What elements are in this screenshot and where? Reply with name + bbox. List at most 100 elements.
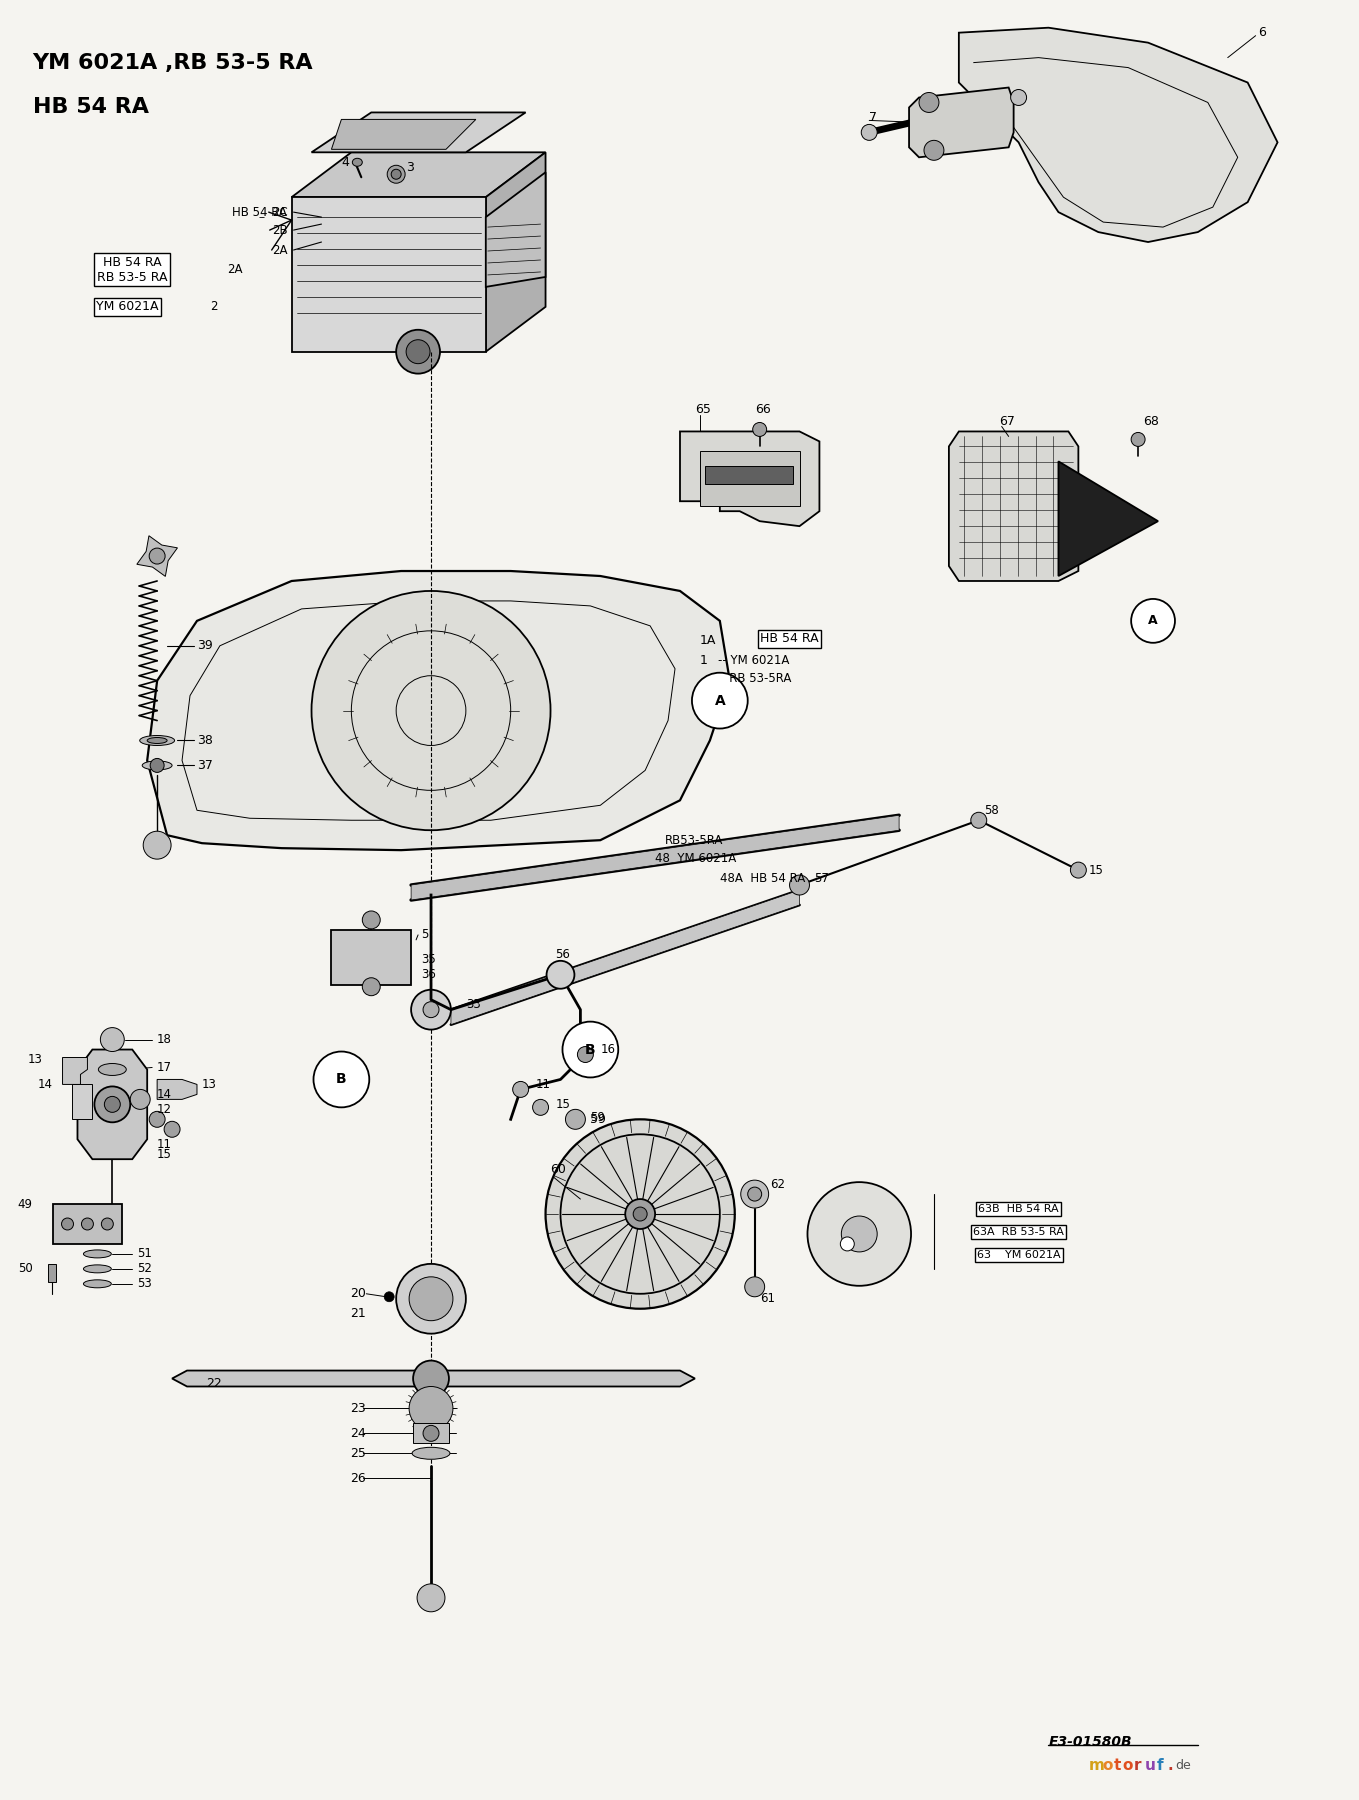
Circle shape <box>423 1426 439 1442</box>
Text: 66: 66 <box>754 403 771 416</box>
Polygon shape <box>680 432 819 526</box>
Text: 39: 39 <box>197 639 213 652</box>
Polygon shape <box>158 1080 197 1100</box>
Text: 26: 26 <box>351 1472 367 1485</box>
Text: RB53-5RA: RB53-5RA <box>665 833 723 846</box>
Text: 20: 20 <box>351 1287 367 1300</box>
Circle shape <box>164 1121 179 1138</box>
Polygon shape <box>412 815 900 900</box>
Text: 24: 24 <box>351 1427 367 1440</box>
Text: 67: 67 <box>999 416 1015 428</box>
Text: 56: 56 <box>556 949 571 961</box>
Text: 63A  RB 53-5 RA: 63A RB 53-5 RA <box>973 1228 1064 1237</box>
Text: 68: 68 <box>1143 416 1159 428</box>
Text: HB 54 RA
RB 53-5 RA: HB 54 RA RB 53-5 RA <box>96 256 167 284</box>
Circle shape <box>406 340 429 364</box>
Circle shape <box>745 1276 765 1296</box>
Text: 60: 60 <box>550 1163 567 1175</box>
Text: --: -- <box>258 212 266 221</box>
Text: B: B <box>586 1042 595 1057</box>
Circle shape <box>130 1089 151 1109</box>
Text: 22: 22 <box>207 1377 222 1390</box>
Circle shape <box>578 1046 594 1062</box>
Bar <box>292 198 485 351</box>
Bar <box>53 1204 122 1244</box>
Circle shape <box>143 832 171 859</box>
Circle shape <box>363 911 381 929</box>
Circle shape <box>417 1584 444 1611</box>
Circle shape <box>924 140 945 160</box>
Text: -- YM 6021A: -- YM 6021A <box>718 653 790 668</box>
Text: A: A <box>1148 614 1158 628</box>
Bar <box>48 1264 56 1282</box>
Circle shape <box>633 1208 647 1220</box>
Circle shape <box>101 1028 124 1051</box>
Circle shape <box>397 329 440 374</box>
Ellipse shape <box>98 1064 126 1075</box>
Circle shape <box>692 673 747 729</box>
Text: E3-01580B: E3-01580B <box>1049 1735 1132 1750</box>
Circle shape <box>563 1022 618 1078</box>
Text: 63B  HB 54 RA: 63B HB 54 RA <box>978 1204 1059 1213</box>
Text: 3: 3 <box>406 160 414 175</box>
Text: r: r <box>1135 1759 1142 1773</box>
Circle shape <box>385 1292 394 1301</box>
Circle shape <box>149 1111 164 1127</box>
Polygon shape <box>959 27 1277 241</box>
Text: 2A: 2A <box>227 263 242 277</box>
Circle shape <box>753 423 766 436</box>
Polygon shape <box>63 1058 87 1084</box>
Text: 15: 15 <box>1089 864 1104 877</box>
Text: YM 6021A ,RB 53-5 RA: YM 6021A ,RB 53-5 RA <box>33 52 314 72</box>
Circle shape <box>1011 90 1026 106</box>
Text: 65: 65 <box>694 403 711 416</box>
Text: 15: 15 <box>158 1148 173 1161</box>
Text: 59: 59 <box>590 1112 606 1125</box>
Bar <box>705 466 792 484</box>
Text: 25: 25 <box>351 1447 367 1460</box>
Circle shape <box>311 590 550 830</box>
Text: 7: 7 <box>870 112 877 124</box>
Polygon shape <box>292 153 545 198</box>
Circle shape <box>82 1219 94 1229</box>
Text: o: o <box>1123 1759 1132 1773</box>
Text: 38: 38 <box>197 734 213 747</box>
Text: .: . <box>1167 1759 1174 1773</box>
Polygon shape <box>485 153 545 351</box>
Polygon shape <box>909 88 1014 157</box>
Circle shape <box>61 1219 73 1229</box>
Text: 51: 51 <box>137 1247 152 1260</box>
Text: 49: 49 <box>18 1197 33 1211</box>
Text: t: t <box>1114 1759 1121 1773</box>
Polygon shape <box>137 536 178 576</box>
Circle shape <box>862 124 877 140</box>
Text: 18: 18 <box>158 1033 173 1046</box>
Circle shape <box>105 1096 121 1112</box>
Text: 48A  HB 54 RA: 48A HB 54 RA <box>720 871 805 884</box>
Bar <box>700 452 799 506</box>
Bar <box>332 931 412 985</box>
Circle shape <box>841 1217 877 1253</box>
Text: de: de <box>1176 1759 1190 1771</box>
Ellipse shape <box>83 1280 111 1287</box>
Circle shape <box>790 875 810 895</box>
Text: RB 53-5RA: RB 53-5RA <box>718 671 791 686</box>
Text: m: m <box>1089 1759 1105 1773</box>
Text: 6: 6 <box>1257 27 1265 40</box>
Circle shape <box>387 166 405 184</box>
Circle shape <box>546 961 575 988</box>
Text: 61: 61 <box>760 1292 775 1305</box>
Circle shape <box>149 547 164 563</box>
Text: u: u <box>1146 1759 1157 1773</box>
Circle shape <box>409 1276 453 1321</box>
Text: 52: 52 <box>137 1262 152 1276</box>
Circle shape <box>565 1109 586 1129</box>
Circle shape <box>747 1188 761 1201</box>
Text: A: A <box>715 693 726 707</box>
Text: 2A: 2A <box>272 243 287 257</box>
Text: 2B: 2B <box>272 223 287 236</box>
Text: 14: 14 <box>38 1078 53 1091</box>
Text: 14: 14 <box>158 1087 173 1102</box>
Circle shape <box>412 990 451 1030</box>
Circle shape <box>409 1386 453 1431</box>
